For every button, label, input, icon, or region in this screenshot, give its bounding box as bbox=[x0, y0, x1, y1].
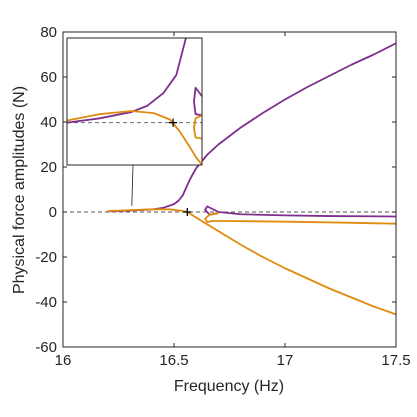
series-line-4 bbox=[204, 212, 397, 225]
x-tick-label: 16 bbox=[55, 352, 72, 369]
inset-frame bbox=[66, 37, 203, 166]
x-tick-label: 17.5 bbox=[381, 352, 410, 369]
plot-frame bbox=[62, 31, 397, 348]
inset-content bbox=[67, 38, 202, 165]
inset-connector-line bbox=[131, 164, 134, 206]
x-axis-label: Frequency (Hz) bbox=[174, 378, 284, 395]
y-tick-label: 40 bbox=[40, 114, 57, 131]
y-tick-label: -40 bbox=[35, 294, 57, 311]
inset-series-line-3 bbox=[193, 86, 202, 117]
main-plot-area bbox=[62, 31, 397, 348]
y-tick-label: 60 bbox=[40, 69, 57, 86]
x-tick-label: 16.5 bbox=[159, 352, 188, 369]
y-axis-label: Physical force amplitudes (N) bbox=[11, 86, 28, 294]
inset-series-line-2 bbox=[67, 110, 202, 165]
x-tick-label: 17 bbox=[277, 352, 294, 369]
y-tick-label: -60 bbox=[35, 339, 57, 356]
inset-plot bbox=[66, 37, 203, 206]
inset-series-line-4 bbox=[193, 114, 202, 140]
inset-series-line-1 bbox=[67, 38, 187, 124]
y-tick-label: 80 bbox=[40, 24, 57, 41]
y-tick-label: 20 bbox=[40, 159, 57, 176]
bifurcation-marker-1 bbox=[183, 208, 192, 216]
series-line-2 bbox=[107, 208, 397, 316]
axis-ticks: 16 16.5 17 17.5 -60 -40 -20 0 20 40 60 80 bbox=[35, 24, 410, 369]
y-tick-label: -20 bbox=[35, 249, 57, 266]
y-tick-label: 0 bbox=[49, 204, 57, 221]
series-line-3 bbox=[204, 205, 397, 218]
inset-bifurcation-marker bbox=[169, 118, 178, 127]
